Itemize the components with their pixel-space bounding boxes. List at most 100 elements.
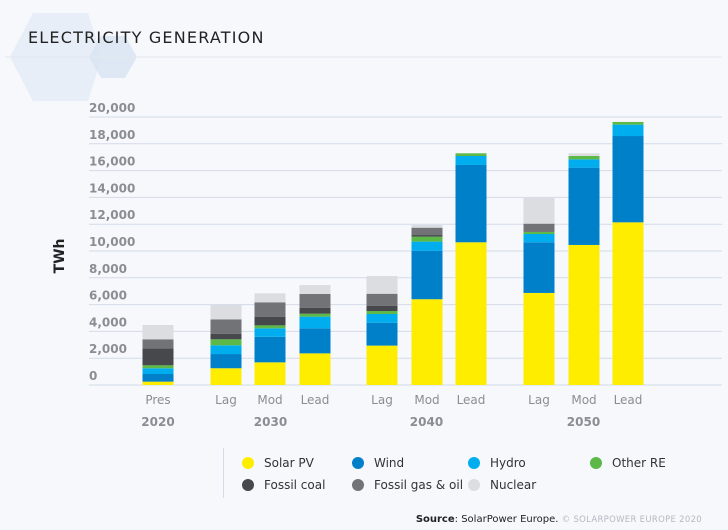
y-axis-label: TWh	[52, 239, 68, 274]
x-group-label: 2040	[410, 415, 443, 429]
y-tick-label: 12,000	[89, 208, 135, 222]
bar-segment-hydro	[366, 313, 398, 323]
y-tick-label: 4,000	[89, 315, 127, 329]
legend-swatch	[468, 479, 480, 491]
bar-segment-fossil-coal	[299, 307, 331, 314]
bar-segment-solar-pv	[366, 345, 398, 385]
legend-item: Fossil coal	[242, 478, 325, 492]
bar-segment-other-re	[254, 325, 286, 329]
bar-segment-wind	[411, 250, 443, 300]
bar-segment-other-re	[411, 236, 443, 242]
legend-label: Fossil gas & oil	[374, 478, 464, 492]
bar-segment-solar-pv	[568, 244, 600, 385]
bar-segment-other-re	[299, 313, 331, 317]
x-tick-label: Lag	[215, 393, 237, 407]
bar-segment-wind	[612, 136, 644, 223]
x-tick-label: Lag	[528, 393, 550, 407]
bar-segment-hydro	[210, 345, 242, 355]
bar-segment-nuclear	[411, 225, 443, 228]
bar-segment-hydro	[568, 159, 600, 168]
legend-item: Solar PV	[242, 456, 314, 470]
y-tick-label: 14,000	[89, 181, 135, 195]
bar-segment-fossil-gas-oil	[366, 293, 398, 306]
legend-item: Hydro	[468, 456, 526, 470]
legend-label: Other RE	[612, 456, 666, 470]
bar-segment-solar-pv	[142, 381, 174, 385]
bar-segment-solar-pv	[254, 362, 286, 385]
bar-segment-fossil-gas-oil	[210, 319, 242, 334]
x-tick-label: Lag	[371, 393, 393, 407]
source-note: Source: SolarPower Europe. © SOLARPOWER …	[416, 514, 702, 525]
bar-segment-solar-pv	[411, 299, 443, 385]
bar-segment-nuclear	[254, 293, 286, 303]
legend-swatch	[468, 457, 480, 469]
bar-segment-hydro	[411, 241, 443, 251]
bar-segment-fossil-coal	[366, 305, 398, 312]
bar-segment-nuclear	[210, 305, 242, 320]
legend: Solar PV Wind Hydro Other RE Fossil coal Foss…	[223, 448, 704, 498]
bar-segment-solar-pv	[523, 292, 555, 385]
legend-swatch	[242, 479, 254, 491]
x-tick-label: Lead	[301, 393, 330, 407]
legend-item: Wind	[352, 456, 404, 470]
bar-segment-fossil-gas-oil	[411, 227, 443, 236]
x-group-label: 2050	[567, 415, 600, 429]
y-tick-label: 2,000	[89, 342, 127, 356]
bar-segment-nuclear	[299, 285, 331, 295]
source-label: Source	[415, 514, 455, 525]
bar-segment-hydro	[523, 233, 555, 243]
bar-segment-solar-pv	[210, 368, 242, 385]
bar-segment-hydro	[142, 368, 174, 375]
bar-segment-wind	[568, 167, 600, 245]
bar-segment-nuclear	[142, 324, 174, 340]
bar-segment-nuclear	[366, 276, 398, 294]
x-tick-label: Lead	[457, 393, 486, 407]
bar-segment-hydro	[254, 328, 286, 337]
bar-segment-fossil-coal	[411, 235, 443, 237]
y-tick-label: 0	[89, 369, 97, 383]
bar-segment-other-re	[210, 339, 242, 346]
y-tick-label: 20,000	[89, 101, 135, 115]
legend-label: Nuclear	[490, 478, 537, 492]
legend-label: Solar PV	[264, 456, 314, 470]
y-tick-label: 16,000	[89, 155, 135, 169]
legend-swatch	[352, 457, 364, 469]
source-text: : SolarPower Europe.	[454, 514, 559, 525]
legend-swatch	[590, 457, 602, 469]
copyright: © SOLARPOWER EUROPE 2020	[561, 515, 702, 525]
bar-segment-fossil-coal	[210, 333, 242, 340]
x-tick-label: Pres	[145, 393, 170, 407]
y-tick-label: 18,000	[89, 128, 135, 142]
bar-segment-hydro	[455, 155, 487, 165]
legend-label: Hydro	[490, 456, 526, 470]
bar-segment-other-re	[142, 365, 174, 369]
bar-segment-fossil-gas-oil	[299, 294, 331, 308]
x-tick-label: Mod	[571, 393, 596, 407]
legend-item: Nuclear	[468, 478, 536, 492]
x-tick-label: Mod	[257, 393, 282, 407]
legend-swatch	[242, 457, 254, 469]
bar-segment-other-re	[612, 121, 644, 125]
bar-segment-fossil-gas-oil	[254, 302, 286, 317]
bar-segment-fossil-gas-oil	[142, 339, 174, 349]
legend-item: Other RE	[590, 456, 666, 470]
bar-segment-hydro	[612, 124, 644, 137]
bar-segment-wind	[299, 328, 331, 354]
bar-segment-other-re	[568, 155, 600, 160]
bar-segment-other-re	[455, 153, 487, 156]
bar-segment-fossil-coal	[142, 348, 174, 366]
bar-segment-fossil-coal	[254, 316, 286, 326]
x-tick-label: Mod	[414, 393, 439, 407]
bar-segment-wind	[142, 374, 174, 382]
bar-segment-other-re	[523, 231, 555, 234]
x-group-label: 2030	[254, 415, 287, 429]
y-tick-label: 10,000	[89, 235, 135, 249]
bar-segment-nuclear	[568, 153, 600, 156]
chart-title: ELECTRICITY GENERATION	[28, 28, 265, 47]
legend-swatch	[352, 479, 364, 491]
bar-segment-solar-pv	[612, 222, 644, 385]
bar-segment-wind	[254, 336, 286, 363]
bar-segment-solar-pv	[455, 242, 487, 385]
legend-item: Fossil gas & oil	[352, 478, 463, 492]
